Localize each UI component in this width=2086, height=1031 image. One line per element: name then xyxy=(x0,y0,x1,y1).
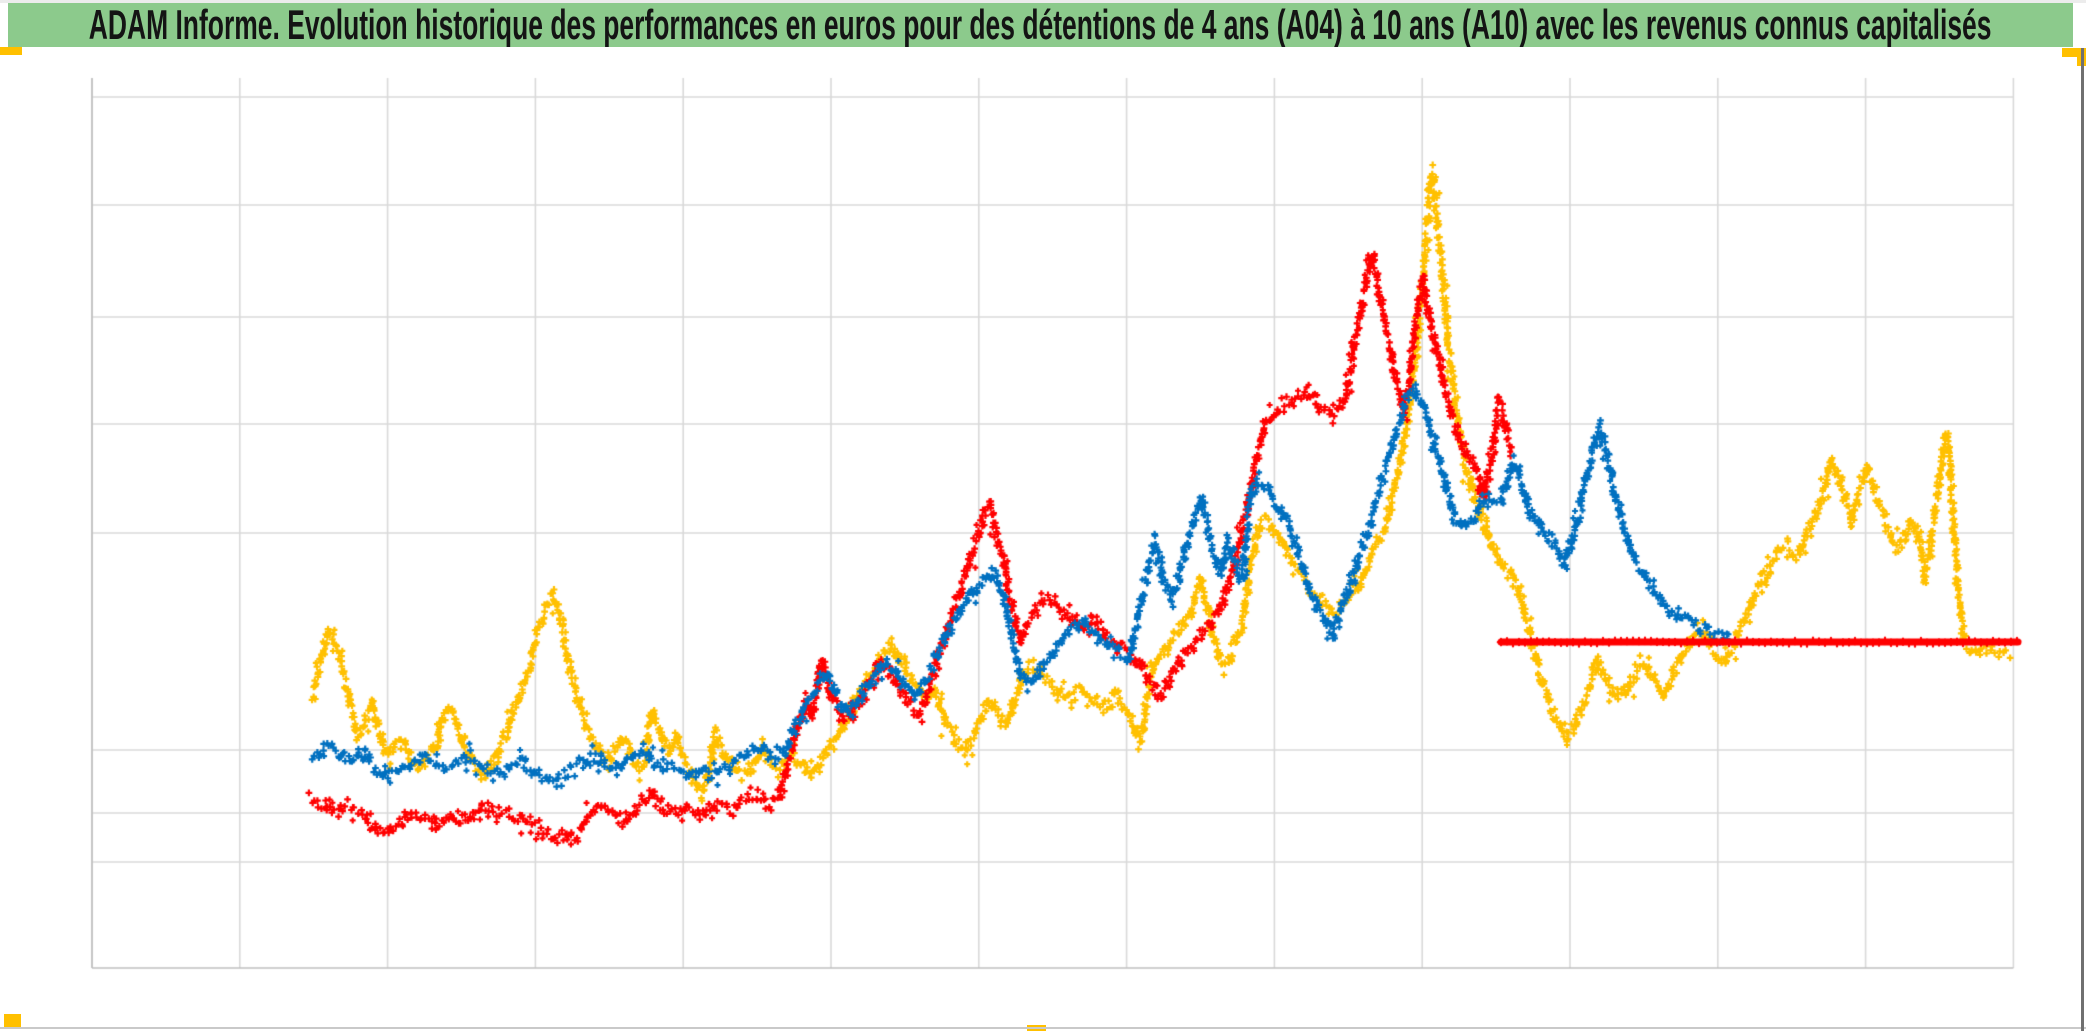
window-bottom-divider xyxy=(0,1027,2086,1029)
window-right-border xyxy=(2081,48,2084,1031)
gold-accent-top-left xyxy=(0,47,22,55)
chart-title: ADAM Informe. Evolution historique des p… xyxy=(89,3,1992,47)
chart-title-banner: ADAM Informe. Evolution historique des p… xyxy=(8,3,2073,47)
gold-accent-top-right-horizontal xyxy=(2062,48,2086,57)
gold-accent-bottom-left xyxy=(4,1014,21,1028)
